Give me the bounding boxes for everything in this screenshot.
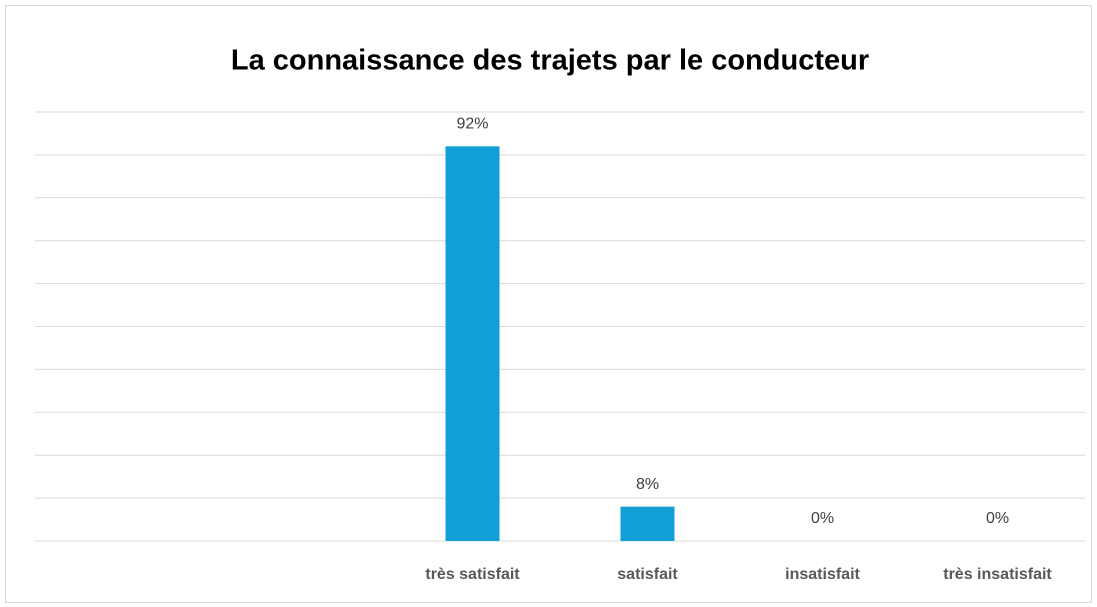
data-label: 92% xyxy=(456,116,488,133)
x-tick-label: très insatisfait xyxy=(943,566,1052,583)
x-tick-label: satisfait xyxy=(617,566,678,583)
bar xyxy=(445,146,500,541)
chart-title: La connaissance des trajets par le condu… xyxy=(231,45,869,77)
data-label: 0% xyxy=(986,510,1009,527)
bar xyxy=(620,506,675,541)
x-tick-label: très satisfait xyxy=(425,566,520,583)
data-label: 8% xyxy=(636,476,659,493)
chart-frame xyxy=(5,5,1092,603)
x-tick-label: insatisfait xyxy=(785,566,860,583)
data-label: 0% xyxy=(811,510,834,527)
